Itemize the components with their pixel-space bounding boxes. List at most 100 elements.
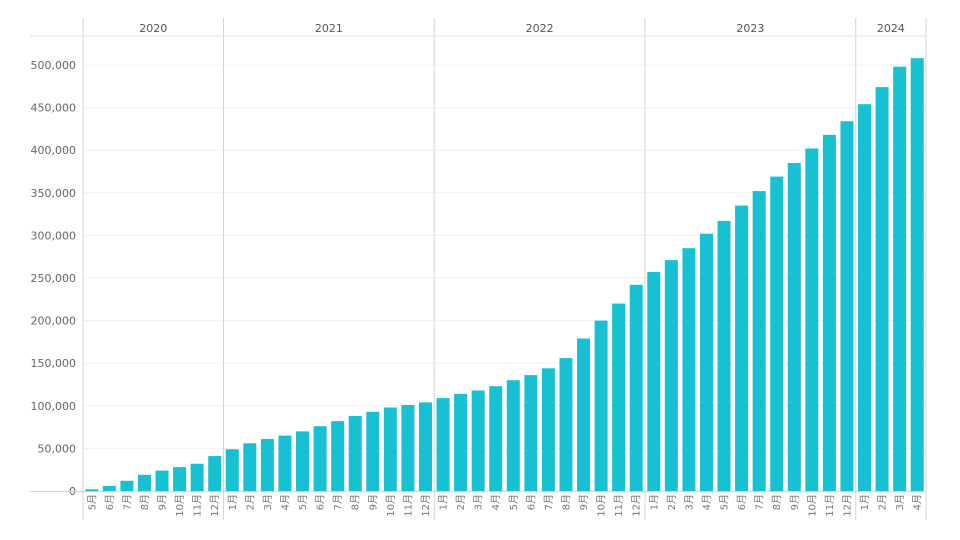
bar xyxy=(208,456,222,491)
month-label: 6月 xyxy=(104,494,116,510)
month-label: 5月 xyxy=(719,494,731,510)
month-label: 10月 xyxy=(174,494,186,517)
bar xyxy=(296,431,310,491)
bar xyxy=(787,162,801,492)
month-label: 9月 xyxy=(578,494,590,510)
bar xyxy=(770,176,784,491)
month-label: 11月 xyxy=(824,494,836,517)
bar xyxy=(454,393,468,491)
month-label: 1月 xyxy=(438,494,450,510)
y-tick-label: 350,000 xyxy=(31,187,77,200)
bar xyxy=(313,426,327,491)
month-label: 6月 xyxy=(315,494,327,510)
month-label: 3月 xyxy=(473,494,485,510)
bar xyxy=(594,320,608,491)
month-label: 10月 xyxy=(806,494,818,517)
bar xyxy=(664,260,678,491)
bar xyxy=(541,368,555,491)
month-label: 9月 xyxy=(789,494,801,510)
month-label: 11月 xyxy=(402,494,414,517)
bar xyxy=(805,148,819,491)
month-label: 6月 xyxy=(736,494,748,510)
bar xyxy=(752,191,766,491)
bar xyxy=(225,449,239,491)
month-label: 7月 xyxy=(121,494,133,510)
month-label: 5月 xyxy=(297,494,309,510)
bar xyxy=(524,375,538,491)
bar xyxy=(436,398,450,491)
bar xyxy=(120,480,134,491)
bar xyxy=(893,66,907,491)
bar xyxy=(489,386,503,491)
bar xyxy=(155,470,169,491)
month-label: 12月 xyxy=(631,494,643,517)
bar xyxy=(858,104,872,491)
bar xyxy=(243,443,257,491)
y-tick-label: 500,000 xyxy=(31,59,77,72)
month-label: 12月 xyxy=(420,494,432,517)
year-label: 2020 xyxy=(139,22,167,35)
bar xyxy=(717,220,731,491)
month-label: 11月 xyxy=(613,494,625,517)
month-label: 3月 xyxy=(683,494,695,510)
month-label: 1月 xyxy=(227,494,239,510)
bar xyxy=(137,474,151,491)
month-label: 9月 xyxy=(157,494,169,510)
month-label: 11月 xyxy=(192,494,204,517)
bar xyxy=(822,134,836,491)
month-label: 5月 xyxy=(508,494,520,510)
month-label: 4月 xyxy=(701,494,713,510)
month-label: 3月 xyxy=(262,494,274,510)
y-tick-label: 300,000 xyxy=(31,229,77,242)
bar xyxy=(102,485,116,491)
bar xyxy=(559,358,573,491)
year-label: 2022 xyxy=(526,22,554,35)
bar xyxy=(577,338,591,491)
month-label: 3月 xyxy=(894,494,906,510)
y-tick-label: 150,000 xyxy=(31,357,77,370)
month-label: 12月 xyxy=(841,494,853,517)
month-label: 1月 xyxy=(648,494,660,510)
bar xyxy=(735,205,749,491)
bar xyxy=(418,402,432,491)
month-label: 8月 xyxy=(350,494,362,510)
year-divider-layer xyxy=(82,18,927,520)
bar xyxy=(366,411,380,491)
month-label: 5月 xyxy=(86,494,98,510)
bar xyxy=(699,233,713,492)
y-tick-label: 450,000 xyxy=(31,102,77,115)
year-label: 2024 xyxy=(877,22,905,35)
month-label: 9月 xyxy=(367,494,379,510)
month-label: 12月 xyxy=(209,494,221,517)
bar xyxy=(471,390,485,491)
y-tick-label: 200,000 xyxy=(31,315,77,328)
month-label: 7月 xyxy=(332,494,344,510)
bar xyxy=(629,284,643,491)
bar xyxy=(910,58,924,492)
month-label: 2月 xyxy=(666,494,678,510)
month-label: 8月 xyxy=(771,494,783,510)
y-tick-label: 100,000 xyxy=(31,400,77,413)
month-label: 7月 xyxy=(754,494,766,510)
bar xyxy=(348,416,362,491)
bar xyxy=(331,421,345,491)
bar xyxy=(85,489,99,491)
month-label: 10月 xyxy=(596,494,608,517)
bar xyxy=(840,121,854,492)
month-label: 6月 xyxy=(525,494,537,510)
month-label: 2月 xyxy=(455,494,467,510)
year-label: 2021 xyxy=(315,22,343,35)
bar xyxy=(278,435,292,491)
y-tick-label: 400,000 xyxy=(31,144,77,157)
month-label: 4月 xyxy=(490,494,502,510)
year-label: 2023 xyxy=(736,22,764,35)
bar xyxy=(401,404,415,491)
y-tick-label: 250,000 xyxy=(31,272,77,285)
bar xyxy=(190,463,204,491)
month-label: 2月 xyxy=(877,494,889,510)
month-label: 1月 xyxy=(859,494,871,510)
bar xyxy=(875,87,889,491)
bar xyxy=(506,380,520,491)
month-label: 10月 xyxy=(385,494,397,517)
